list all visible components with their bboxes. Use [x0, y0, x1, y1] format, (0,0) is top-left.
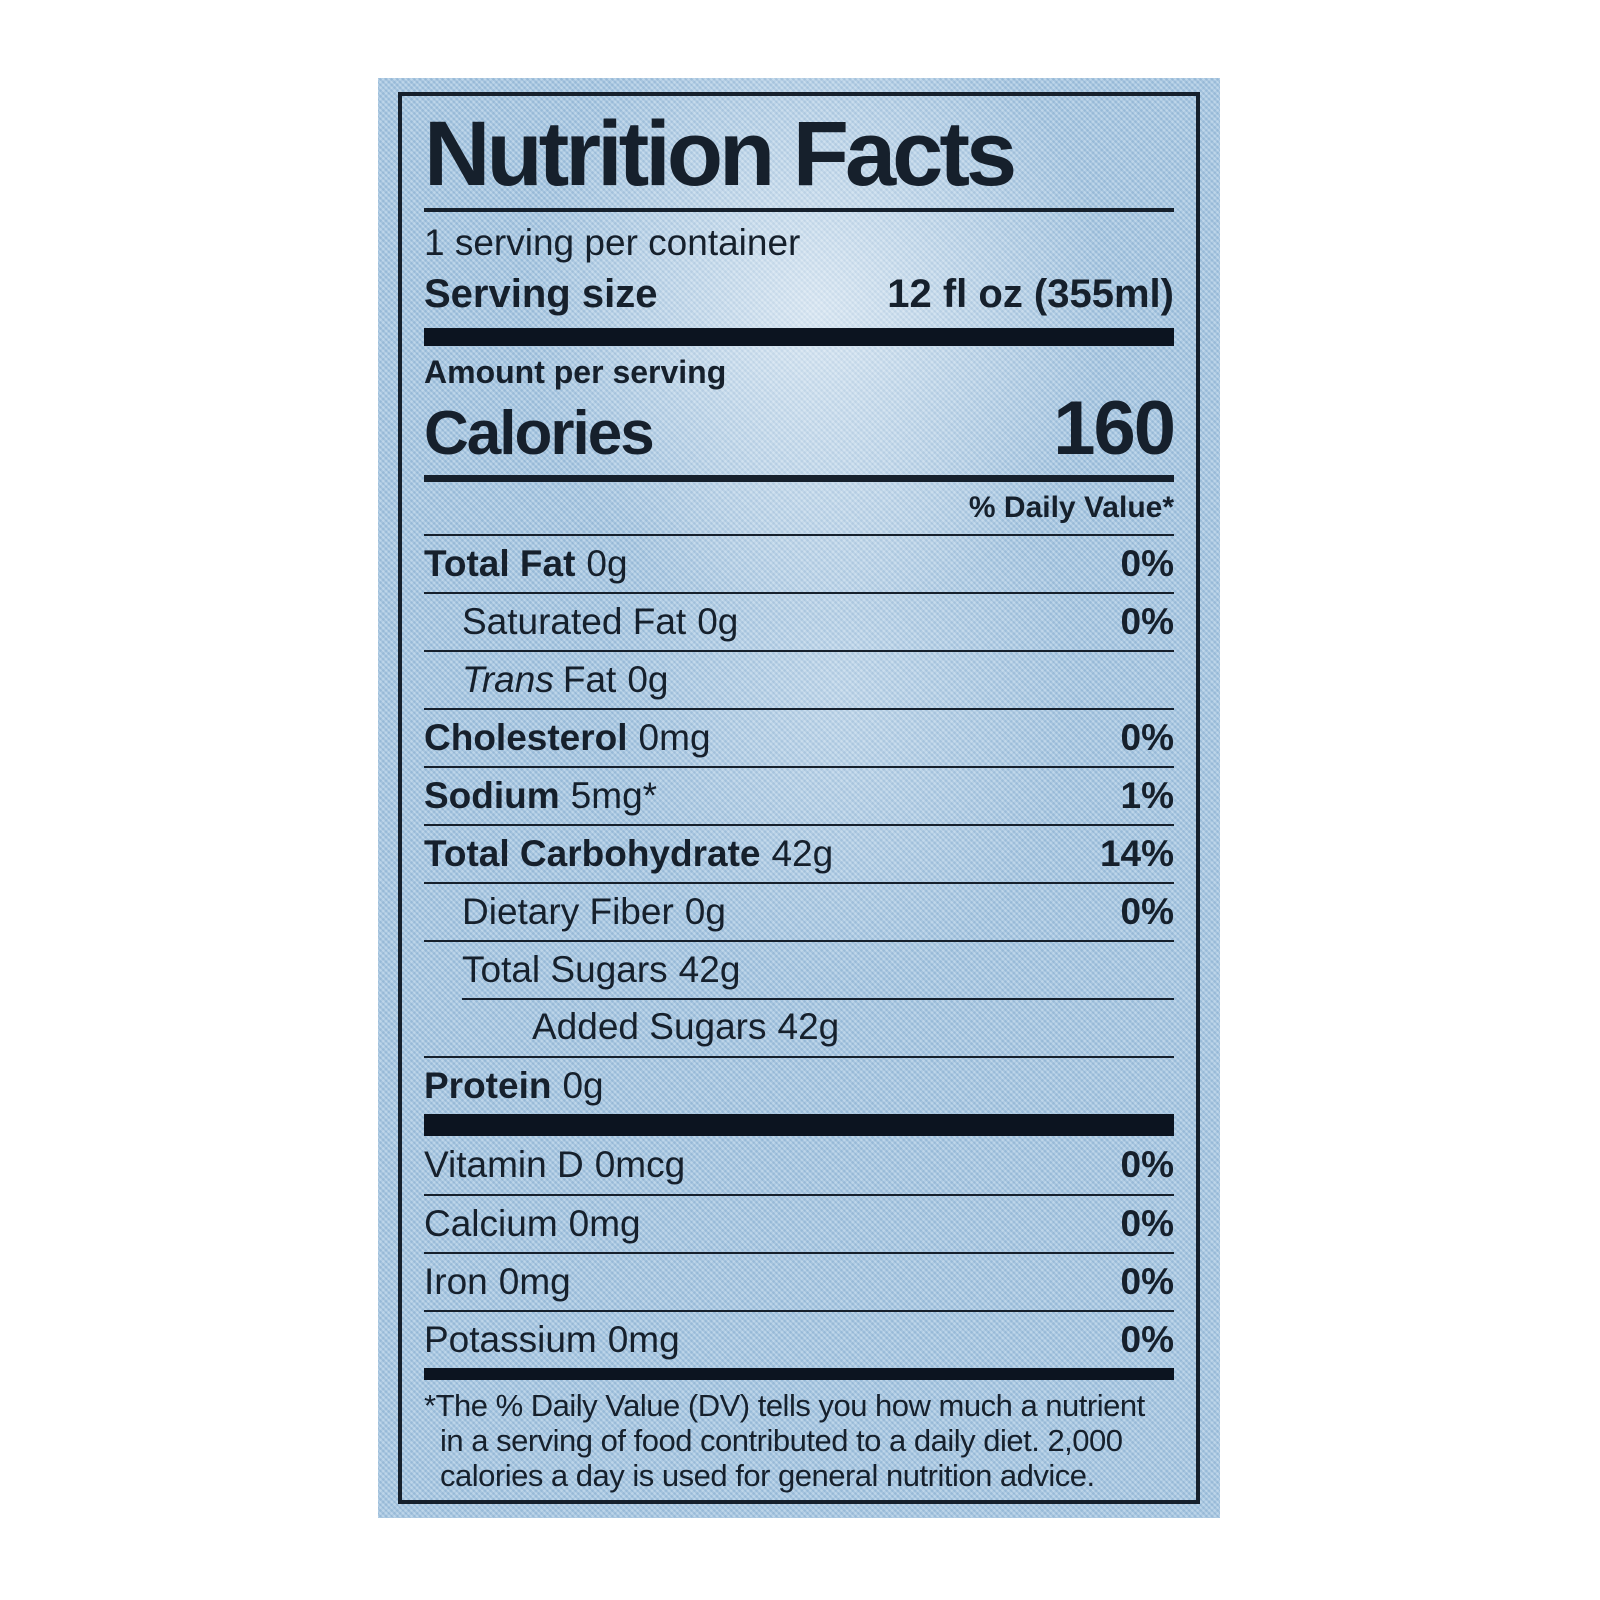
calories-divider [424, 475, 1174, 483]
nutrient-amount: 0g [586, 542, 628, 584]
nutrient-amount: 0mg [638, 716, 711, 758]
nutrient-amount: 42g [678, 948, 741, 990]
serving-size-label: Serving size [424, 272, 658, 317]
daily-value-footnote: *The % Daily Value (DV) tells you how mu… [424, 1388, 1145, 1494]
nutrient-amount: 0g [562, 1064, 604, 1106]
row-total-carbohydrate: Total Carbohydrate 42g 14% [424, 824, 1174, 882]
nutrient-dv: 0% [1120, 890, 1174, 932]
nutrient-dv: 0% [1120, 1202, 1174, 1244]
nutrient-dv: 1% [1120, 774, 1174, 816]
nutrient-dv: 0% [1120, 542, 1174, 584]
row-label: Sodium 5mg* [424, 774, 658, 817]
row-total-sugars: Total Sugars 42g [424, 940, 1174, 998]
row-label: Iron 0mg [424, 1260, 571, 1303]
nutrient-dv: 14% [1099, 832, 1174, 874]
nutrient-dv: 0% [1120, 1318, 1174, 1360]
divider-bar-thick [424, 328, 1174, 347]
row-label: Trans Fat 0g [424, 658, 669, 701]
row-label: Cholesterol 0mg [424, 716, 711, 759]
title-divider [424, 207, 1174, 212]
nutrient-dv: 0% [1120, 1143, 1174, 1185]
row-label: Saturated Fat 0g [424, 600, 739, 643]
row-sodium: Sodium 5mg* 1% [424, 766, 1174, 824]
row-label: Total Fat 0g [424, 542, 628, 585]
amount-per-serving: Amount per serving [424, 354, 727, 391]
calories-label: Calories [424, 399, 655, 469]
row-added-sugars: Added Sugars 42g [424, 998, 1174, 1056]
row-label: Dietary Fiber 0g [424, 890, 726, 933]
nutrient-amount: 42g [777, 1005, 840, 1047]
row-protein: Protein 0g [424, 1056, 1174, 1114]
nutrient-name: Dietary Fiber [462, 890, 674, 932]
nutrient-dv: 0% [1120, 600, 1174, 642]
nutrient-rows: Total Fat 0g 0% Saturated Fat 0g 0% Tran… [424, 534, 1174, 1114]
nutrient-name: Total Sugars [462, 948, 668, 990]
calories-value: 160 [1053, 386, 1176, 472]
nutrient-amount: 5mg* [570, 774, 658, 816]
label-border-frame: Nutrition Facts 1 serving per container … [398, 92, 1200, 1504]
daily-value-header: % Daily Value* [968, 491, 1174, 525]
nutrient-amount: 0mg [607, 1318, 680, 1360]
divider-bar-mid [424, 1114, 1174, 1137]
row-iron: Iron 0mg 0% [424, 1252, 1174, 1310]
label-title: Nutrition Facts [424, 103, 1017, 205]
nutrient-name: Sodium [424, 774, 560, 816]
nutrient-name: Total Fat [424, 542, 576, 584]
nutrient-name: Saturated Fat [462, 600, 687, 642]
serving-size-row: Serving size 12 fl oz (355ml) [424, 270, 1174, 318]
serving-size-value: 12 fl oz (355ml) [887, 272, 1174, 317]
row-label: Protein 0g [424, 1064, 604, 1107]
row-label: Potassium 0mg [424, 1318, 680, 1361]
row-label: Vitamin D 0mcg [424, 1143, 686, 1186]
nutrient-amount: 0g [684, 890, 726, 932]
nutrient-amount: 42g [771, 832, 834, 874]
row-total-fat: Total Fat 0g 0% [424, 534, 1174, 592]
nutrient-name: Cholesterol [424, 716, 628, 758]
nutrient-amount: 0g [697, 600, 739, 642]
divider-bar-thin [424, 1368, 1174, 1381]
nutrient-dv: 0% [1120, 1260, 1174, 1302]
row-label: Total Carbohydrate 42g [424, 832, 834, 875]
nutrition-facts-label: Nutrition Facts 1 serving per container … [378, 78, 1220, 1518]
nutrient-name: Total Carbohydrate [424, 832, 761, 874]
nutrient-dv: 0% [1120, 716, 1174, 758]
nutrient-name-italic: Trans [462, 658, 554, 700]
nutrient-name: Fat [562, 658, 617, 700]
row-label: Total Sugars 42g [424, 948, 741, 991]
nutrient-name: Iron [424, 1260, 488, 1302]
row-calcium: Calcium 0mg 0% [424, 1194, 1174, 1252]
calories-row: Calories 160 [424, 386, 1176, 472]
nutrient-name: Potassium [424, 1318, 597, 1360]
row-trans-fat: Trans Fat 0g [424, 650, 1174, 708]
nutrient-name: Calcium [424, 1202, 558, 1244]
row-saturated-fat: Saturated Fat 0g 0% [424, 592, 1174, 650]
nutrient-amount: 0mg [568, 1202, 641, 1244]
micronutrient-rows: Vitamin D 0mcg 0% Calcium 0mg 0% Iron 0m… [424, 1136, 1174, 1368]
nutrient-amount: 0mcg [594, 1143, 686, 1185]
row-label: Calcium 0mg [424, 1202, 641, 1245]
nutrient-amount: 0g [627, 658, 669, 700]
row-cholesterol: Cholesterol 0mg 0% [424, 708, 1174, 766]
row-potassium: Potassium 0mg 0% [424, 1310, 1174, 1368]
row-vitamin-d: Vitamin D 0mcg 0% [424, 1136, 1174, 1194]
row-label: Added Sugars 42g [424, 1005, 840, 1048]
nutrient-amount: 0mg [498, 1260, 571, 1302]
nutrient-name: Added Sugars [532, 1005, 767, 1047]
nutrient-name: Vitamin D [424, 1143, 584, 1185]
servings-per-container: 1 serving per container [424, 221, 801, 263]
row-dietary-fiber: Dietary Fiber 0g 0% [424, 882, 1174, 940]
nutrient-name: Protein [424, 1064, 552, 1106]
